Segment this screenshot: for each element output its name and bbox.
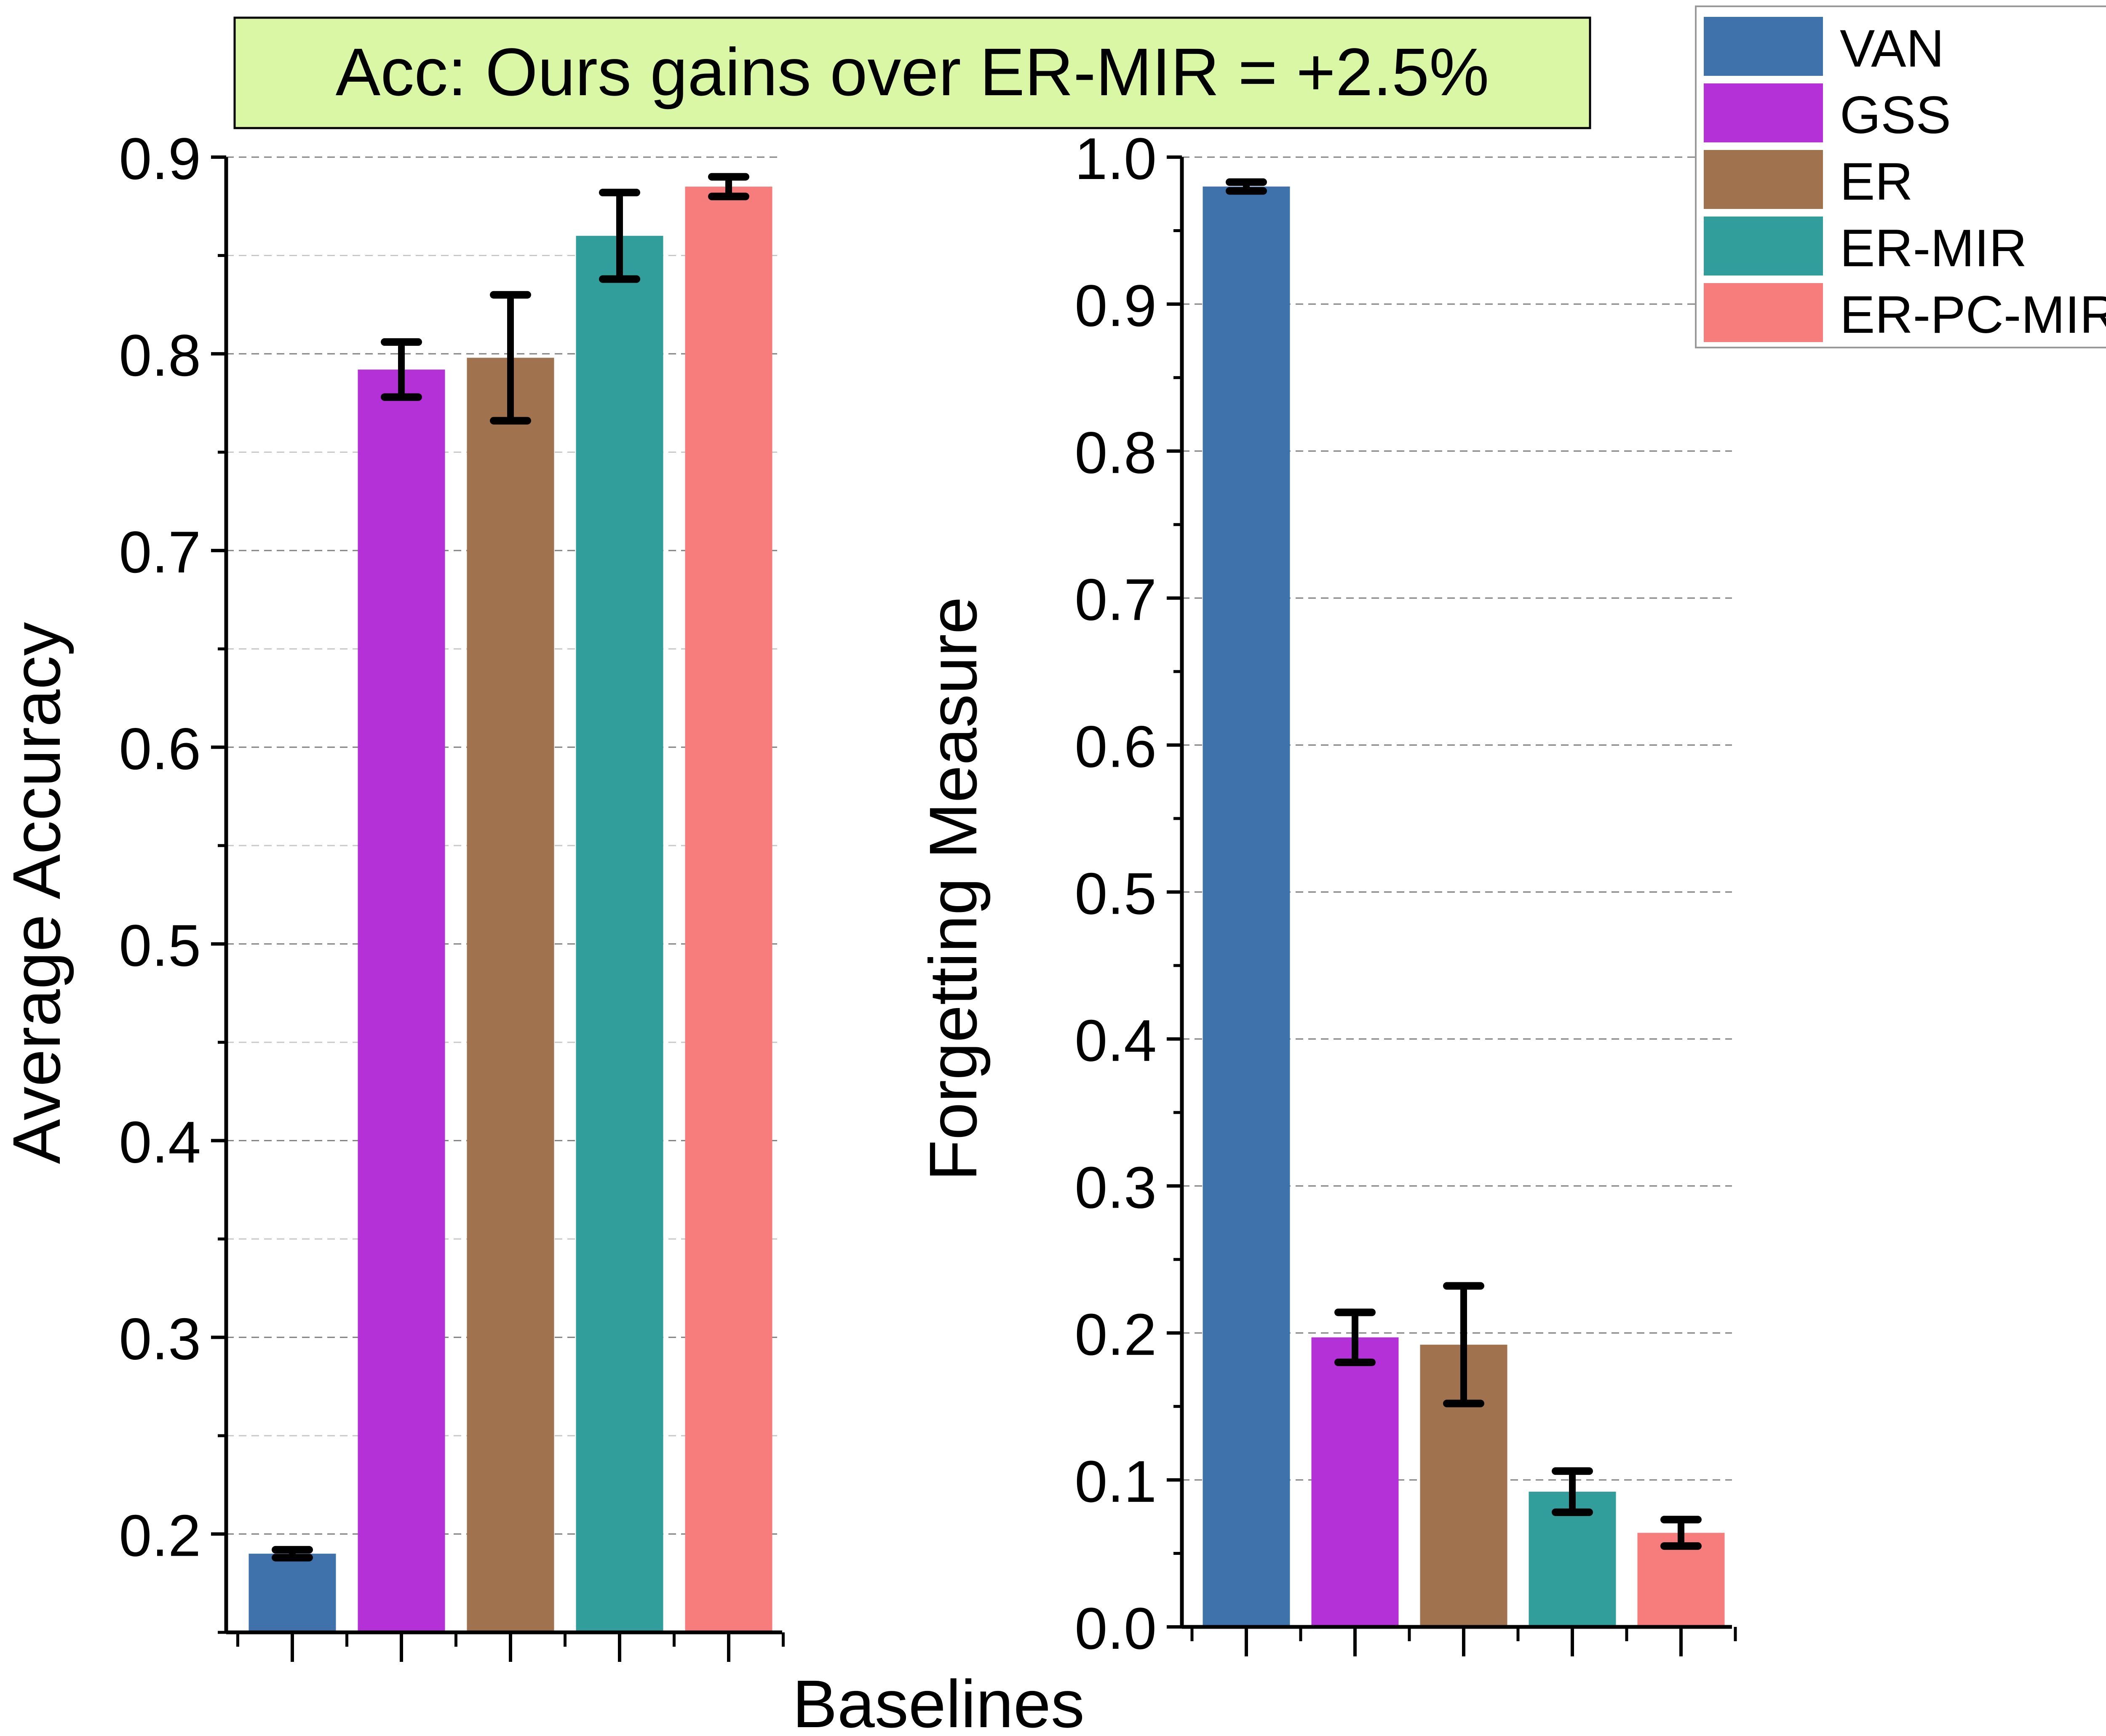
legend-swatch: [1704, 283, 1823, 342]
left-bar-van: [249, 1554, 336, 1632]
right-error-bar-van: [1226, 178, 1267, 195]
legend: VAN GSS ER ER-MIR ER-PC-MIR: [1695, 5, 2106, 348]
right-bar-gss: [1311, 1337, 1399, 1627]
legend-label: ER-MIR: [1840, 219, 2027, 278]
left-bar-er: [467, 358, 554, 1632]
forgetting-bars: [1203, 186, 1725, 1627]
forgetting-axes: [1167, 155, 1737, 1656]
left-error-bar-er-pc-mir: [708, 173, 749, 201]
legend-label: GSS: [1840, 86, 1951, 144]
annotation-text: Acc: Ours gains over ER-MIR = +2.5%: [336, 34, 1489, 110]
accuracy-bars: [249, 187, 772, 1632]
left-error-bar-er: [490, 291, 531, 425]
forgetting-tick-labels: 0.0 0.1 0.2 0.3 0.4 0.5 0.6 0.7 0.8 0.9 1.0: [1074, 126, 1157, 1661]
legend-label: VAN: [1840, 19, 1944, 78]
right-tick-label: 0.2: [1074, 1301, 1157, 1367]
left-bar-er-pc-mir: [685, 187, 772, 1632]
right-tick-label: 0.5: [1074, 861, 1157, 927]
legend-swatch: [1704, 150, 1823, 209]
legend-swatch: [1704, 17, 1823, 76]
right-tick-label: 1.0: [1074, 126, 1157, 192]
forgetting-y-axis-label: Forgetting Measure: [915, 596, 991, 1181]
right-error-bar-er: [1443, 1282, 1484, 1407]
legend-entry-er-mir: ER-MIR: [1704, 217, 2027, 278]
left-error-bar-gss: [381, 338, 422, 401]
right-error-bar-er-mir: [1552, 1467, 1593, 1516]
left-tick-label: 0.6: [119, 716, 201, 782]
left-tick-label: 0.7: [119, 519, 201, 585]
legend-swatch: [1704, 217, 1823, 276]
left-bar-gss: [358, 369, 445, 1632]
right-tick-label: 0.9: [1074, 273, 1157, 339]
right-tick-label: 0.3: [1074, 1154, 1157, 1220]
accuracy-y-axis-label: Average Accuracy: [0, 622, 74, 1164]
accuracy-chart: 0.2 0.3 0.4 0.5 0.6 0.7 0.8 0.9 Average Accurac…: [0, 126, 785, 1662]
forgetting-error-bars: [1226, 178, 1702, 1550]
legend-label: ER-PC-MIR: [1840, 286, 2106, 344]
annotation-background: [233, 16, 1591, 129]
annotation-box: Acc: Ours gains over ER-MIR = +2.5%: [233, 16, 1591, 129]
right-tick-label: 0.4: [1074, 1007, 1157, 1073]
x-axis-label: Baselines: [792, 1666, 1085, 1736]
left-tick-label: 0.8: [119, 322, 201, 388]
left-tick-label: 0.5: [119, 912, 201, 979]
right-error-bar-er-pc-mir: [1660, 1516, 1702, 1550]
accuracy-error-bars: [272, 173, 749, 1562]
left-bar-er-mir: [576, 235, 663, 1632]
accuracy-tick-labels: 0.2 0.3 0.4 0.5 0.6 0.7 0.8 0.9: [119, 126, 201, 1569]
legend-swatch: [1704, 83, 1823, 142]
left-error-bar-er-mir: [599, 189, 640, 283]
legend-entries: VAN GSS ER ER-MIR ER-PC-MIR: [1704, 17, 2106, 344]
right-tick-label: 0.6: [1074, 714, 1157, 780]
right-bar-van: [1203, 186, 1290, 1627]
accuracy-axes: [211, 155, 785, 1662]
left-tick-label: 0.4: [119, 1109, 201, 1175]
right-tick-label: 0.8: [1074, 420, 1157, 486]
forgetting-chart: 0.0 0.1 0.2 0.3 0.4 0.5 0.6 0.7 0.8 0.9 1.0 Forget…: [915, 126, 1737, 1661]
legend-entry-gss: GSS: [1704, 83, 1951, 144]
legend-entry-er: ER: [1704, 150, 1913, 211]
right-tick-label: 0.7: [1074, 567, 1157, 633]
legend-label: ER: [1840, 152, 1913, 211]
left-tick-label: 0.2: [119, 1503, 201, 1569]
left-tick-label: 0.3: [119, 1306, 201, 1372]
legend-entry-van: VAN: [1704, 17, 1944, 78]
left-error-bar-van: [272, 1546, 313, 1562]
right-tick-label: 0.0: [1074, 1595, 1157, 1661]
left-tick-label: 0.9: [119, 126, 201, 192]
right-tick-label: 0.1: [1074, 1448, 1157, 1514]
right-error-bar-gss: [1334, 1308, 1376, 1366]
legend-entry-er-pc-mir: ER-PC-MIR: [1704, 283, 2106, 344]
